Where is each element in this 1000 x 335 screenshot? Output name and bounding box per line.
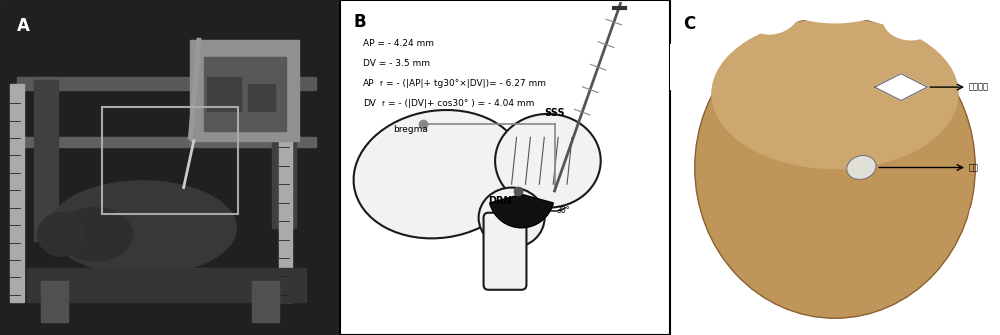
Text: B: B xyxy=(353,13,366,31)
Ellipse shape xyxy=(354,110,524,239)
Text: f: f xyxy=(382,101,385,107)
Bar xyxy=(34,80,58,241)
Text: C: C xyxy=(683,15,695,33)
Ellipse shape xyxy=(58,208,133,261)
Text: AP: AP xyxy=(363,79,375,88)
Text: DRN: DRN xyxy=(488,196,512,206)
Text: DV = - 3.5 mm: DV = - 3.5 mm xyxy=(363,59,430,68)
Text: SSS: SSS xyxy=(545,108,565,118)
Ellipse shape xyxy=(969,193,1000,243)
Polygon shape xyxy=(875,74,927,100)
Bar xyxy=(17,137,316,147)
Text: = - (|DV|+ cos30° ) = - 4.04 mm: = - (|DV|+ cos30° ) = - 4.04 mm xyxy=(388,99,534,108)
Bar xyxy=(41,281,68,322)
Bar xyxy=(207,77,241,111)
Wedge shape xyxy=(490,194,553,228)
Bar xyxy=(248,84,275,111)
Bar xyxy=(190,40,299,141)
FancyBboxPatch shape xyxy=(484,213,526,290)
Text: DV: DV xyxy=(363,99,376,108)
Bar xyxy=(10,84,24,302)
Text: bregma: bregma xyxy=(393,125,428,134)
Ellipse shape xyxy=(49,181,236,275)
Text: 针孔: 针孔 xyxy=(969,163,979,172)
Text: f: f xyxy=(380,81,383,87)
Ellipse shape xyxy=(695,17,975,318)
Text: 30°: 30° xyxy=(556,206,570,215)
Ellipse shape xyxy=(769,0,901,23)
Bar xyxy=(204,57,286,131)
Bar xyxy=(272,80,296,228)
Bar xyxy=(102,107,238,214)
Text: A: A xyxy=(17,17,30,35)
Text: AP = - 4.24 mm: AP = - 4.24 mm xyxy=(363,39,434,48)
Bar xyxy=(27,268,306,302)
Ellipse shape xyxy=(847,155,876,180)
Bar xyxy=(17,77,316,90)
Ellipse shape xyxy=(37,213,85,256)
Ellipse shape xyxy=(479,188,545,248)
Text: 脑导水管: 脑导水管 xyxy=(969,83,989,91)
Ellipse shape xyxy=(711,18,959,169)
Text: = - (|AP|+ tg30°×|DV|)= - 6.27 mm: = - (|AP|+ tg30°×|DV|)= - 6.27 mm xyxy=(386,79,546,88)
Ellipse shape xyxy=(752,0,800,35)
Bar xyxy=(279,134,292,302)
Ellipse shape xyxy=(883,6,932,41)
Ellipse shape xyxy=(495,114,601,208)
Bar xyxy=(252,281,279,322)
Ellipse shape xyxy=(655,42,705,92)
